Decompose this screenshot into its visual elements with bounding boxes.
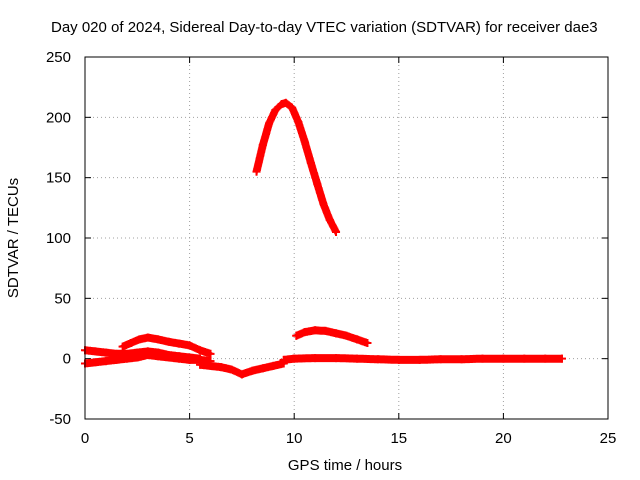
chart-title: Day 020 of 2024, Sidereal Day-to-day VTE… (51, 19, 598, 36)
data-point (133, 353, 142, 362)
y-tick-label: 0 (63, 351, 71, 368)
data-point (271, 106, 280, 115)
data-point (415, 355, 424, 364)
data-point (306, 159, 315, 168)
data-point (206, 349, 215, 358)
data-point (227, 365, 236, 374)
data-point (237, 370, 246, 379)
data-point (281, 98, 290, 107)
data-point (127, 338, 136, 347)
data-point (311, 354, 320, 363)
y-tick-label: 250 (46, 49, 71, 66)
series-arc-peak (252, 98, 341, 236)
data-point (332, 329, 341, 338)
data-point (300, 137, 309, 146)
x-tick-label: 15 (390, 430, 407, 447)
data-point (185, 355, 194, 364)
data-point (164, 337, 173, 346)
series-arc-early-hump (118, 333, 215, 358)
data-point (122, 354, 131, 363)
data-point (311, 326, 320, 335)
y-tick-label: -50 (49, 411, 71, 428)
data-point (279, 355, 288, 364)
data-point (252, 167, 261, 176)
data-point (342, 331, 351, 340)
data-point (478, 354, 487, 363)
data-point (294, 118, 303, 127)
data-point (290, 354, 299, 363)
y-tick-label: 100 (46, 230, 71, 247)
data-point (557, 354, 566, 363)
data-point (91, 347, 100, 356)
data-point (394, 355, 403, 364)
series-arc-early-2 (81, 351, 215, 368)
data-point (520, 354, 529, 363)
data-point (154, 335, 163, 344)
data-point (112, 355, 121, 364)
y-tick-label: 50 (54, 290, 71, 307)
data-point (288, 103, 297, 112)
series-arc-flat (279, 354, 566, 364)
plot-frame (84, 56, 609, 420)
data-point (216, 363, 225, 372)
data-point (319, 200, 328, 209)
data-point (436, 355, 445, 364)
data-point (352, 354, 361, 363)
data-point (352, 335, 361, 344)
data-point (332, 354, 341, 363)
x-tick-label: 25 (600, 430, 617, 447)
series-arc-mid (292, 326, 372, 347)
data-point (175, 339, 184, 348)
data-point (248, 366, 257, 375)
data-point (143, 351, 152, 360)
data-point (265, 119, 274, 128)
data-point (363, 338, 372, 347)
data-point (373, 355, 382, 364)
x-tick-label: 5 (185, 430, 193, 447)
data-point (101, 348, 110, 357)
x-tick-label: 0 (81, 430, 89, 447)
y-tick-label: 200 (46, 109, 71, 126)
data-point (321, 326, 330, 335)
data-point (258, 141, 267, 150)
y-axis-label: SDTVAR / TECUs (5, 178, 22, 298)
data-point (196, 360, 205, 369)
data-point (277, 100, 286, 109)
data-point (154, 352, 163, 361)
data-point (196, 346, 205, 355)
data-point (206, 361, 215, 370)
x-tick-label: 10 (286, 430, 303, 447)
data-point (457, 355, 466, 364)
data-point (258, 364, 267, 373)
data-point (313, 179, 322, 188)
data-point (143, 333, 152, 342)
x-axis-ticks: 0 5 10 15 20 25 (81, 57, 617, 447)
x-tick-label: 20 (495, 430, 512, 447)
y-tick-label: 150 (46, 170, 71, 187)
data-point (292, 331, 301, 340)
x-axis-label: GPS time / hours (288, 457, 402, 474)
data-point (300, 328, 309, 337)
data-point (269, 361, 278, 370)
data-point (541, 354, 550, 363)
data-point (185, 341, 194, 350)
data-point (325, 215, 334, 224)
data-point (135, 335, 144, 344)
data-point (118, 342, 127, 351)
data-point (332, 227, 341, 236)
data-point (91, 358, 100, 367)
data-point (175, 354, 184, 363)
data-point (499, 354, 508, 363)
data-point (101, 357, 110, 366)
data-point (164, 353, 173, 362)
